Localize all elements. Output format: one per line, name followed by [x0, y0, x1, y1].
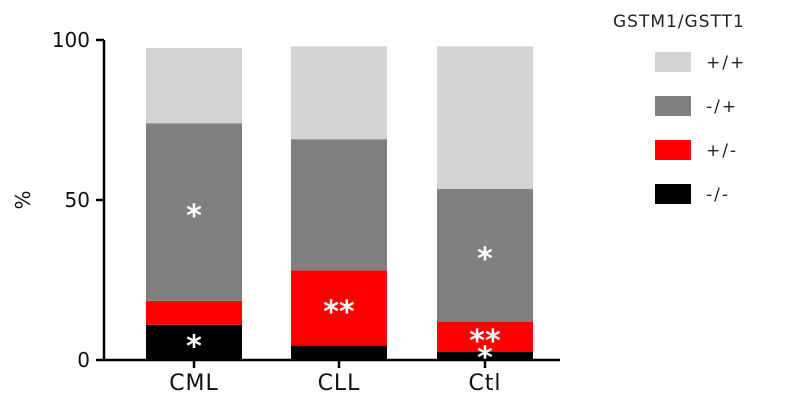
legend-swatch: [655, 96, 691, 116]
significance-marker: *: [477, 341, 493, 376]
bar-segment-ctl-1: [437, 321, 533, 352]
legend: GSTM1/GSTT1 +/+ -/+ +/- -/-: [613, 12, 746, 205]
bar-segment-cll-2: [291, 139, 387, 271]
legend-swatch: [655, 140, 691, 160]
significance-marker: **: [323, 295, 355, 330]
x-category-label: CLL: [318, 371, 361, 394]
bar-segment-cll-0: [291, 345, 387, 360]
bar-segment-ctl-2: [437, 188, 533, 322]
annotations-layer: ********: [186, 199, 501, 376]
legend-label: -/+: [706, 97, 738, 117]
bar-segment-cml-0: [146, 324, 242, 360]
significance-marker: *: [477, 242, 493, 277]
bar-segment-cll-1: [291, 270, 387, 346]
legend-swatch: [655, 184, 691, 204]
legend-label: -/-: [706, 185, 730, 205]
bar-segment-cll-3: [291, 46, 387, 140]
bars-layer: [146, 46, 533, 360]
bar-segment-cml-1: [146, 300, 242, 325]
legend-label: +/-: [706, 141, 738, 161]
bar-segment-ctl-3: [437, 46, 533, 189]
y-tick-label: 50: [65, 188, 90, 212]
bar-segment-ctl-0: [437, 352, 533, 360]
significance-marker: *: [186, 329, 202, 364]
y-tick-label: 0: [77, 348, 90, 372]
significance-marker: *: [186, 199, 202, 234]
legend-swatch: [655, 52, 691, 72]
y-tick-label: 100: [52, 28, 90, 52]
bar-segment-cml-2: [146, 123, 242, 301]
axes-layer: 0 50 100 CML CLL Ctl%: [11, 28, 560, 394]
legend-title: GSTM1/GSTT1: [613, 12, 745, 32]
x-category-label: Ctl: [468, 371, 501, 394]
x-category-label: CML: [169, 371, 219, 394]
legend-label: +/+: [706, 53, 746, 73]
bar-segment-cml-3: [146, 48, 242, 124]
y-axis-title: %: [11, 190, 35, 209]
significance-marker: **: [469, 324, 501, 359]
